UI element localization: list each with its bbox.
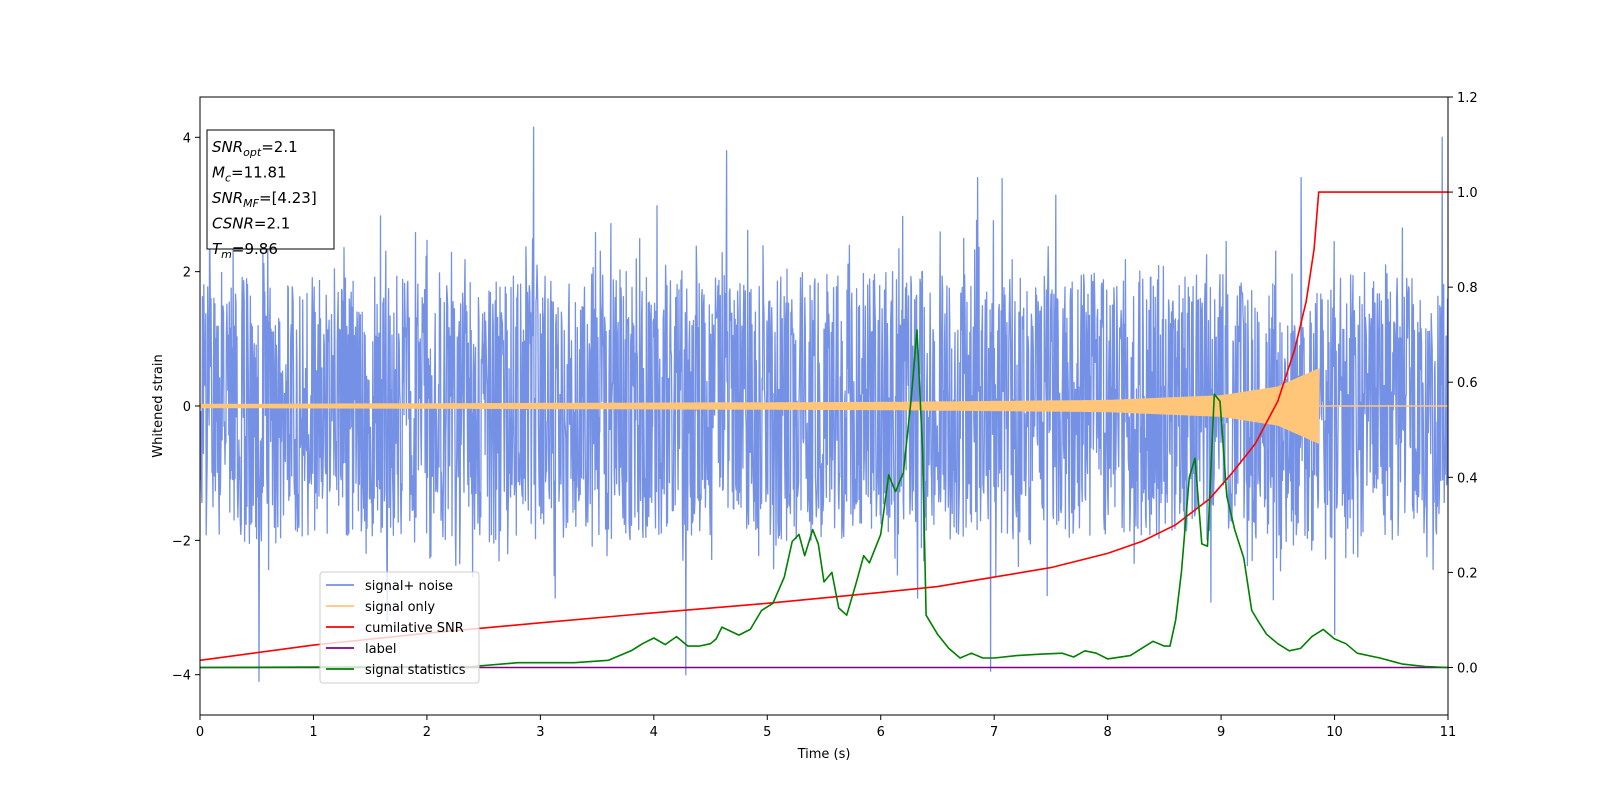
y-tick-label: 4 [183, 131, 191, 146]
legend-entry: cumilative SNR [365, 621, 464, 636]
y2-tick-label: 0.6 [1457, 376, 1478, 391]
x-tick-label: 0 [196, 725, 204, 740]
x-tick-label: 3 [536, 725, 544, 740]
legend-entry: label [365, 642, 396, 657]
series-line-0 [200, 126, 1448, 683]
series-line-1 [200, 368, 1448, 444]
x-tick-label: 7 [990, 725, 998, 740]
annotation-line: CSNR=2.1 [212, 215, 290, 233]
annotation-line: Tm=9.86 [212, 240, 278, 261]
legend-entry: signal only [365, 600, 435, 615]
y2-tick-label: 0.0 [1457, 661, 1478, 676]
legend-frame [319, 571, 480, 684]
annotation-line: Mc=11.81 [212, 164, 287, 185]
y2-tick-label: 0.2 [1457, 566, 1478, 581]
x-tick-label: 8 [1103, 725, 1111, 740]
annotation-line: SNRopt=2.1 [212, 138, 298, 159]
x-tick-label: 4 [650, 725, 658, 740]
x-tick-label: 5 [763, 725, 771, 740]
y-tick-label: −4 [172, 669, 191, 684]
x-tick-label: 9 [1217, 725, 1225, 740]
y2-tick-label: 1.2 [1457, 91, 1478, 106]
legend: signal+ noise signal only cumilative SNR la… [319, 571, 480, 684]
y-tick-label: 2 [183, 266, 191, 281]
series-line-2 [200, 191, 1448, 662]
x-tick-label: 11 [1440, 725, 1457, 740]
annotation-frame [206, 129, 335, 250]
x-tick-label: 6 [877, 725, 885, 740]
legend-entry: signal statistics [365, 663, 466, 678]
x-tick-label: 2 [423, 725, 431, 740]
series-line-4 [200, 329, 1448, 669]
legend-entry: signal+ noise [365, 579, 453, 594]
annotation-box: SNRopt=2.1 Mc=11.81 SNRMF=[4.23] CSNR=2.1 Tm… [206, 129, 335, 261]
x-tick-label: 1 [309, 725, 317, 740]
x-tick-label: 10 [1326, 725, 1343, 740]
y-axis-label: Whitened strain [151, 354, 166, 457]
x-axis-label: Time (s) [797, 747, 851, 762]
y-tick-label: 0 [183, 400, 191, 415]
y-tick-label: −2 [172, 534, 191, 549]
y2-tick-label: 0.8 [1457, 281, 1478, 296]
annotation-line: SNRMF=[4.23] [212, 189, 317, 210]
y2-tick-label: 1.0 [1457, 186, 1478, 201]
y2-tick-label: 0.4 [1457, 471, 1478, 486]
axes: 0 1 2 3 4 5 6 7 8 9 10 11 −4 −2 0 2 4 0.0 0.2 0.4 0.6 0.8 1.0 1… [172, 91, 1478, 740]
